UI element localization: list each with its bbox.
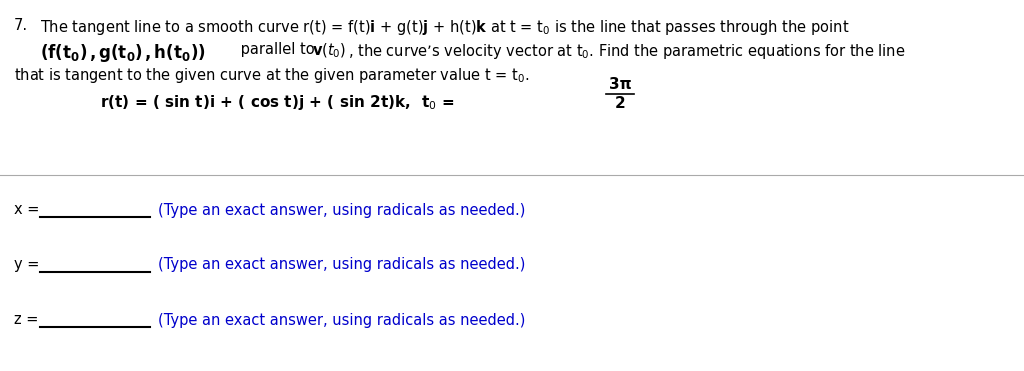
Text: The tangent line to a smooth curve r(t) = f(t)$\mathbf{i}$ + g(t)$\mathbf{j}$ + : The tangent line to a smooth curve r(t) …	[40, 18, 850, 37]
Text: parallel to: parallel to	[236, 42, 319, 57]
Text: (Type an exact answer, using radicals as needed.): (Type an exact answer, using radicals as…	[158, 312, 525, 328]
Text: r(t) = ( $\mathbf{sin}$ t)$\mathbf{i}$ + ( $\mathbf{cos}$ t)$\mathbf{j}$ + ( $\m: r(t) = ( $\mathbf{sin}$ t)$\mathbf{i}$ +…	[100, 93, 456, 112]
Text: 7.: 7.	[14, 18, 28, 33]
Text: (Type an exact answer, using radicals as needed.): (Type an exact answer, using radicals as…	[158, 257, 525, 273]
Text: that is tangent to the given curve at the given parameter value t = t$_0$.: that is tangent to the given curve at th…	[14, 66, 529, 85]
Text: $\mathbf{(f(t_0)\,{,}\,g(t_0)\,{,}\,h(t_0))}$: $\mathbf{(f(t_0)\,{,}\,g(t_0)\,{,}\,h(t_…	[40, 42, 206, 64]
Text: 2: 2	[614, 96, 626, 111]
Text: (Type an exact answer, using radicals as needed.): (Type an exact answer, using radicals as…	[158, 203, 525, 217]
Text: , the curve’s velocity vector at t$_0$. Find the parametric equations for the li: , the curve’s velocity vector at t$_0$. …	[348, 42, 905, 61]
Text: y =: y =	[14, 257, 39, 273]
Text: $\mathbf{v}$$(t_0)$: $\mathbf{v}$$(t_0)$	[312, 42, 346, 60]
Text: 3π: 3π	[608, 77, 632, 92]
Text: z =: z =	[14, 312, 38, 328]
Text: x =: x =	[14, 203, 39, 217]
